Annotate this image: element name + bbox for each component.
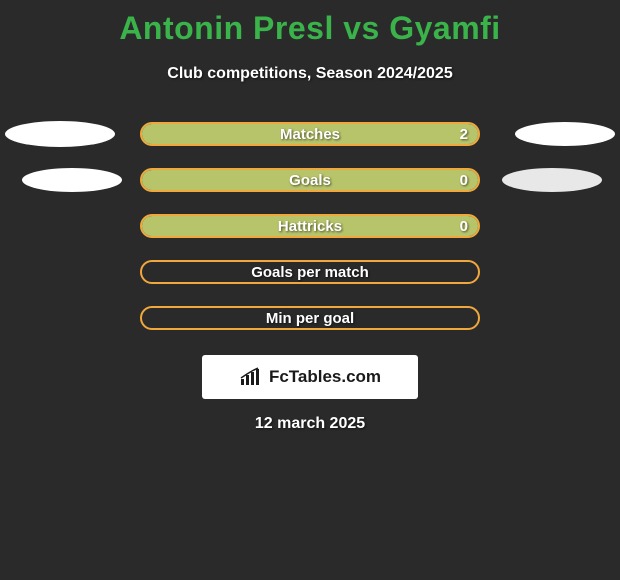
bars-icon xyxy=(239,367,265,387)
ellipse-icon xyxy=(515,122,615,146)
stat-label: Goals per match xyxy=(251,264,369,281)
stat-bar: Matches 2 xyxy=(140,122,480,146)
logo: FcTables.com xyxy=(202,355,418,399)
stat-row: Hattricks 0 xyxy=(0,203,620,249)
ellipse-icon xyxy=(502,168,602,192)
stat-row: Goals 0 xyxy=(0,157,620,203)
stat-label: Hattricks xyxy=(278,218,342,235)
stat-label: Min per goal xyxy=(266,310,354,327)
stat-bar: Hattricks 0 xyxy=(140,214,480,238)
stat-row: Matches 2 xyxy=(0,111,620,157)
infographic-container: Antonin Presl vs Gyamfi Club competition… xyxy=(0,0,620,433)
stat-value: 2 xyxy=(460,126,468,143)
stat-label: Matches xyxy=(280,126,340,143)
stat-value: 0 xyxy=(460,172,468,189)
ellipse-icon xyxy=(22,168,122,192)
stats-rows: Matches 2 Goals 0 Hattricks 0 Goals pe xyxy=(0,111,620,341)
date-text: 12 march 2025 xyxy=(0,415,620,433)
stat-row: Goals per match xyxy=(0,249,620,295)
logo-text: FcTables.com xyxy=(269,367,381,387)
subtitle: Club competitions, Season 2024/2025 xyxy=(0,65,620,83)
ellipse-icon xyxy=(5,121,115,147)
stat-label: Goals xyxy=(289,172,331,189)
stat-row: Min per goal xyxy=(0,295,620,341)
title: Antonin Presl vs Gyamfi xyxy=(0,0,620,47)
stat-bar: Min per goal xyxy=(140,306,480,330)
stat-bar: Goals 0 xyxy=(140,168,480,192)
stat-bar: Goals per match xyxy=(140,260,480,284)
stat-value: 0 xyxy=(460,218,468,235)
